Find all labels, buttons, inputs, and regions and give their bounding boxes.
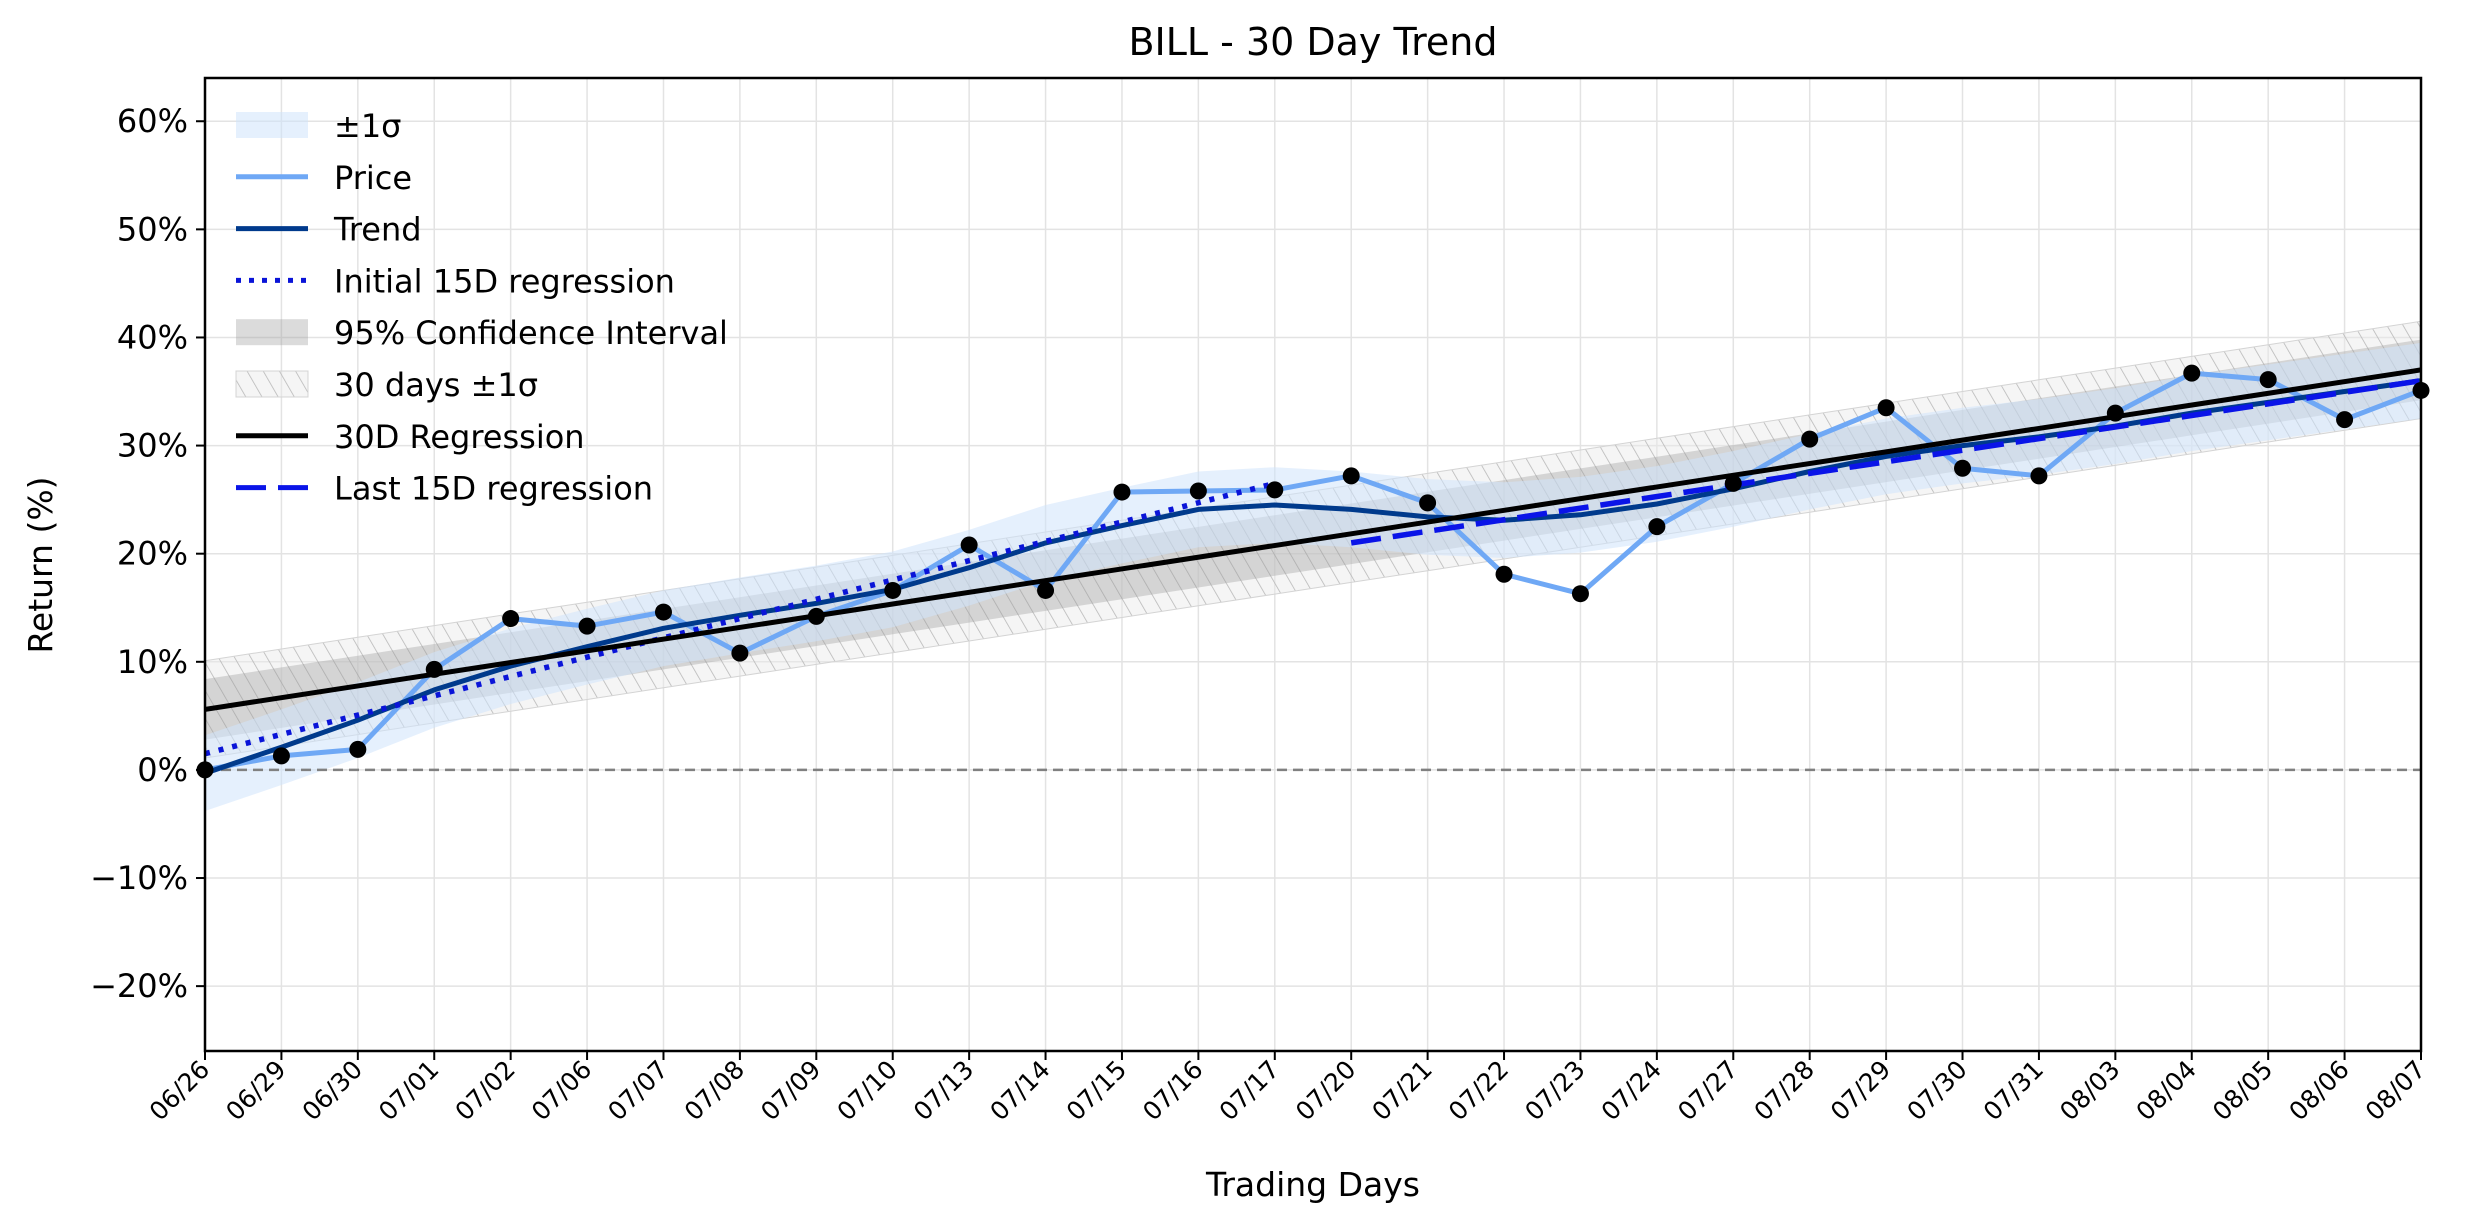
- price-point: [1342, 467, 1360, 485]
- x-tick-label: 07/28: [1748, 1055, 1819, 1126]
- x-tick-label: 07/02: [449, 1055, 520, 1126]
- x-tick-label: 07/17: [1214, 1055, 1285, 1126]
- price-point: [1877, 399, 1895, 417]
- price-point: [1801, 430, 1819, 448]
- y-tick-label: 50%: [117, 210, 188, 248]
- price-point: [2183, 364, 2201, 382]
- price-point: [1648, 518, 1666, 536]
- price-point: [731, 644, 749, 662]
- x-tick-label: 07/06: [526, 1055, 597, 1126]
- legend-swatch-30-days-1: [235, 370, 309, 398]
- y-axis-ticks: −20% −10% 0% 10% 20% 30% 40% 50% 60%: [90, 102, 205, 1005]
- price-point: [425, 660, 443, 678]
- x-tick-label: 07/24: [1596, 1055, 1667, 1126]
- price-point: [1495, 565, 1513, 583]
- price-point: [960, 536, 978, 554]
- legend-label-30-days-1: 30 days ±1σ: [334, 366, 538, 404]
- price-point: [654, 603, 672, 621]
- x-tick-label: 08/06: [2283, 1055, 2354, 1126]
- legend-label-95-confidence-interval: 95% Confidence Interval: [334, 314, 728, 352]
- price-point: [578, 617, 596, 635]
- y-tick-label: −20%: [90, 967, 188, 1005]
- y-axis-label: Return (%): [21, 476, 60, 653]
- price-point: [2259, 371, 2277, 389]
- x-tick-label: 07/08: [679, 1055, 750, 1126]
- series-line-last-15d-regression: [1350, 377, 2421, 546]
- legend-label-1: ±1σ: [334, 107, 401, 145]
- legend: ±1σ Price Trend Initial 15D regression 95% C…: [235, 107, 728, 508]
- price-point: [1189, 482, 1207, 500]
- legend-label-trend: Trend: [333, 211, 422, 249]
- legend-label-30d-regression: 30D Regression: [334, 418, 585, 456]
- price-point: [502, 610, 520, 628]
- y-tick-label: −10%: [90, 859, 188, 897]
- y-tick-label: 20%: [117, 535, 188, 573]
- legend-label-last-15d-regression: Last 15D regression: [334, 470, 653, 508]
- x-tick-label: 07/07: [602, 1055, 673, 1126]
- x-tick-label: 07/29: [1825, 1055, 1896, 1126]
- x-tick-label: 07/21: [1366, 1055, 1437, 1126]
- price-point: [1724, 474, 1742, 492]
- x-tick-label: 07/01: [373, 1055, 444, 1126]
- x-axis-ticks: 06/26 06/29 06/30 07/01 07/02 07/06 07/07 07/08…: [144, 1051, 2431, 1126]
- price-point: [2030, 467, 2048, 485]
- x-axis-label: Trading Days: [1205, 1165, 1420, 1204]
- x-tick-label: 07/22: [1443, 1055, 1514, 1126]
- chart-title: BILL - 30 Day Trend: [1128, 20, 1497, 64]
- price-point: [884, 581, 902, 599]
- x-tick-label: 07/23: [1519, 1055, 1590, 1126]
- price-point: [1419, 494, 1437, 512]
- x-tick-label: 08/04: [2131, 1055, 2202, 1126]
- x-tick-label: 07/30: [1901, 1055, 1972, 1126]
- x-tick-label: 07/13: [908, 1055, 979, 1126]
- x-tick-label: 07/09: [755, 1055, 826, 1126]
- price-point: [1571, 585, 1589, 603]
- plot-frame: [203, 76, 2423, 1053]
- series-lines: [205, 367, 2421, 776]
- x-tick-label: 06/26: [144, 1055, 215, 1126]
- price-point: [1037, 581, 1055, 599]
- x-tick-label: 08/05: [2207, 1055, 2278, 1126]
- y-tick-label: 0%: [137, 751, 188, 789]
- price-point: [1113, 483, 1131, 501]
- legend-swatch-95-confidence-interval: [236, 319, 308, 346]
- series-line-30d-regression: [205, 367, 2421, 712]
- series-line-initial-15d-regression: [205, 480, 1276, 757]
- y-tick-label: 40%: [117, 318, 188, 356]
- x-tick-label: 07/14: [984, 1055, 1055, 1126]
- price-markers: [196, 364, 2430, 779]
- x-tick-label: 07/10: [832, 1055, 903, 1126]
- x-tick-label: 07/15: [1061, 1055, 1132, 1126]
- price-point: [2336, 411, 2354, 429]
- legend-label-price: Price: [334, 159, 412, 197]
- series-line-trend: [205, 378, 2421, 776]
- x-tick-label: 06/30: [297, 1055, 368, 1126]
- x-tick-label: 07/27: [1672, 1055, 1743, 1126]
- price-point: [1266, 481, 1284, 499]
- legend-label-initial-15d-regression: Initial 15D regression: [334, 262, 675, 300]
- x-tick-label: 06/29: [220, 1055, 291, 1126]
- price-point: [349, 740, 367, 758]
- price-point: [1954, 459, 1972, 477]
- series-line-price: [205, 370, 2421, 773]
- y-tick-label: 60%: [117, 102, 188, 140]
- price-point: [807, 607, 825, 625]
- x-tick-label: 08/03: [2054, 1055, 2125, 1126]
- x-tick-label: 08/07: [2360, 1055, 2431, 1126]
- x-tick-label: 07/16: [1137, 1055, 1208, 1126]
- price-point: [272, 747, 290, 765]
- x-tick-label: 07/20: [1290, 1055, 1361, 1126]
- y-tick-label: 10%: [117, 643, 188, 681]
- x-tick-label: 07/31: [1978, 1055, 2049, 1126]
- price-point: [2106, 404, 2124, 422]
- legend-swatch-1: [236, 112, 308, 138]
- y-tick-label: 30%: [117, 427, 188, 465]
